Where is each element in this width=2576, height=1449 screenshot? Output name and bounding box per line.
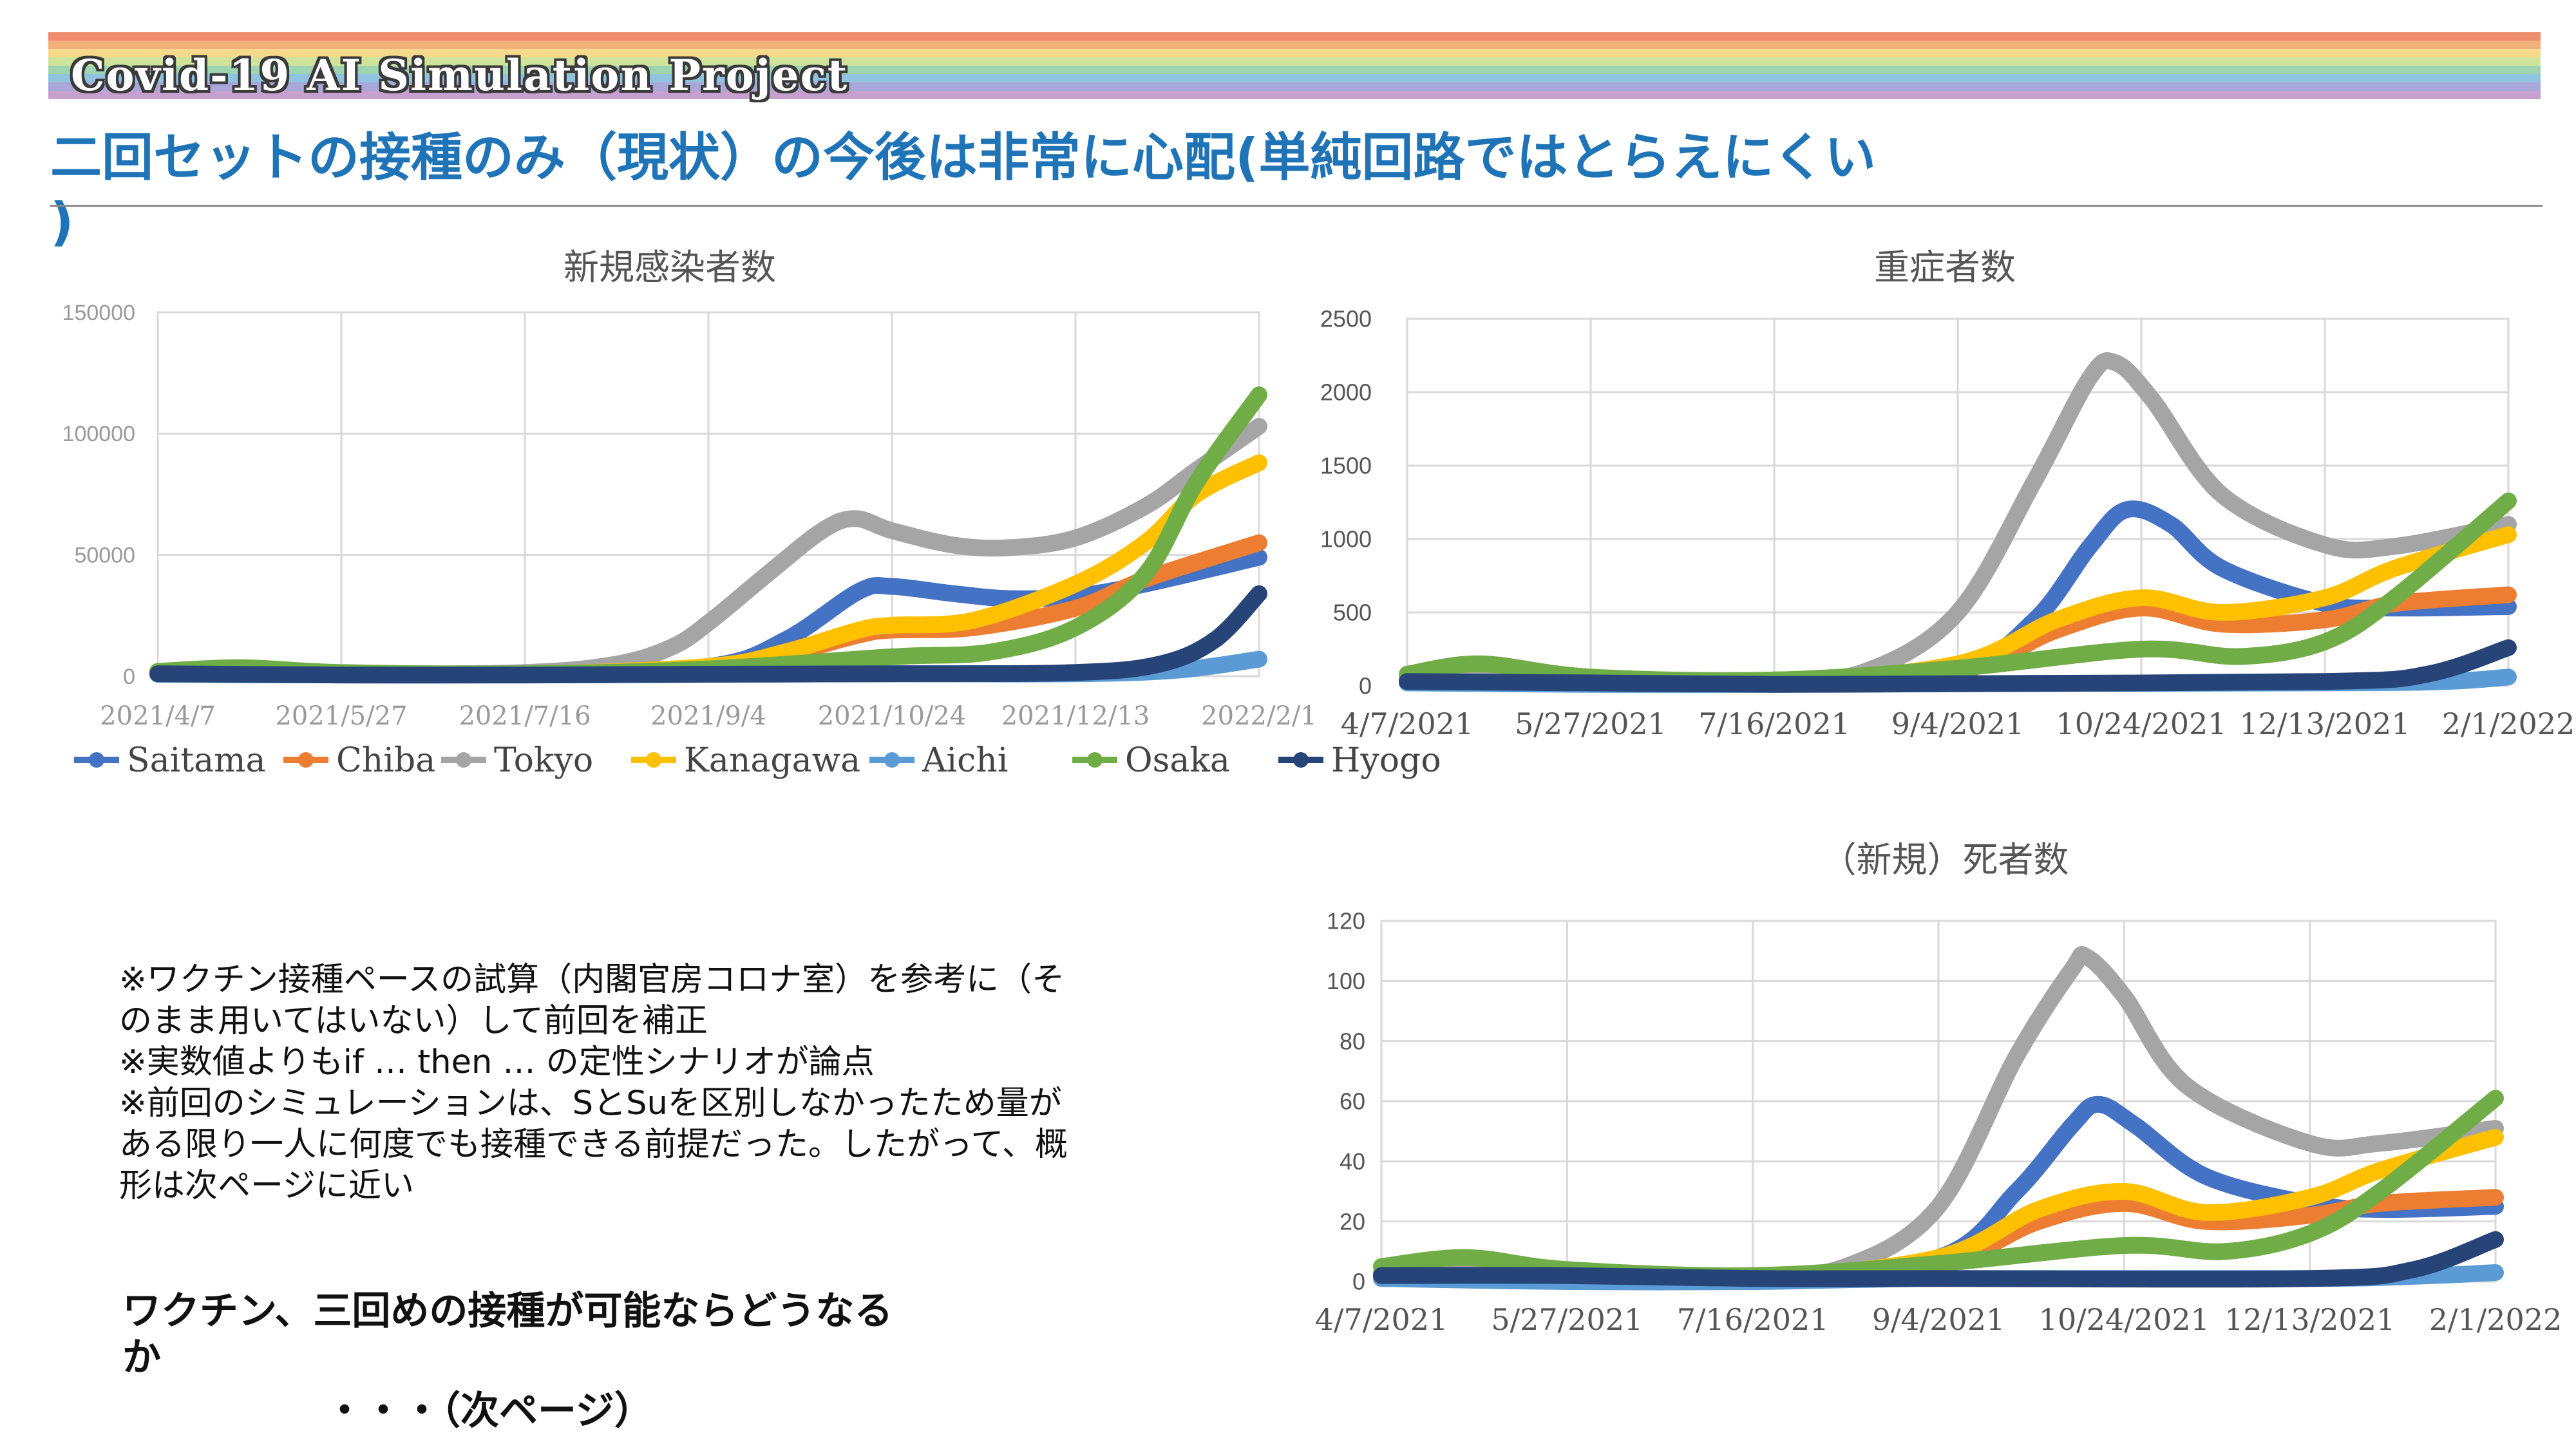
note-line-5: ある限り一人に何度でも接種できる前提だった。したがって、概 (119, 1126, 1068, 1164)
banner-stripe (48, 91, 2541, 99)
banner-stripe (48, 32, 2541, 41)
slide-headline: 二回セットの接種のみ（現状）の今後は非常に心配(単純回路ではとらえにくい ) (50, 126, 1982, 254)
rainbow-banner (48, 32, 2541, 116)
y-tick-label: 2000 (1320, 379, 1372, 406)
legend-marker-hyogo (1293, 752, 1309, 768)
x-tick-label: 9/4/2021 (1872, 1302, 2005, 1337)
y-tick-label: 500 (1333, 600, 1372, 626)
banner-stripe (48, 49, 2541, 57)
series-line-osaka (1373, 1090, 2504, 1284)
y-tick-label: 0 (123, 665, 135, 689)
note-line-6: 形は次ページに近い (119, 1167, 414, 1205)
y-tick-label: 1000 (1320, 526, 1372, 553)
x-tick-label: 2022/2/1 (1201, 701, 1317, 731)
x-tick-label: 2021/5/27 (275, 701, 407, 731)
x-tick-label: 2021/10/24 (818, 701, 967, 731)
x-tick-label: 12/13/2021 (2239, 706, 2410, 741)
banner-stripe (48, 82, 2541, 91)
question-block: ワクチン、三回めの接種が可能ならどうなる か (122, 1288, 893, 1381)
legend-marker-osaka (1087, 752, 1103, 768)
banner-stripe (48, 57, 2541, 66)
legend-marker-aichi (884, 752, 900, 768)
x-tick-label: 5/27/2021 (1491, 1302, 1643, 1337)
legend-marker-kanagawa (646, 752, 661, 768)
x-tick-label: 10/24/2021 (2039, 1302, 2210, 1337)
y-tick-label: 0 (1352, 1269, 1365, 1295)
x-tick-label: 2/1/2022 (2429, 1302, 2562, 1337)
banner-stripe (48, 66, 2541, 74)
chart-title-severe-cases: 重症者数 (1873, 247, 2016, 288)
x-tick-label: 5/27/2021 (1515, 706, 1667, 741)
next-page-note: ・・・（次ページ） (325, 1388, 653, 1434)
x-tick-label: 4/7/2021 (1341, 706, 1474, 741)
y-tick-label: 120 (1327, 908, 1365, 934)
y-tick-label: 80 (1340, 1028, 1365, 1054)
legend-label-saitama: Saitama (127, 741, 265, 780)
y-tick-label: 2500 (1320, 306, 1372, 332)
y-tick-label: 1500 (1320, 453, 1372, 479)
question-line-1: ワクチン、三回めの接種が可能ならどうなる (122, 1289, 893, 1334)
y-tick-label: 100000 (62, 422, 135, 446)
headline-divider (50, 205, 2543, 207)
x-tick-label: 2021/12/13 (1001, 701, 1150, 731)
chart-title-new-cases: 新規感染者数 (563, 247, 776, 288)
note-line-4: ※前回のシミュレーションは、SとSuを区別しなかったため量が (119, 1084, 1062, 1122)
question-line-2: か (122, 1335, 161, 1380)
banner-stripe (48, 74, 2541, 82)
legend-label-kanagawa: Kanagawa (684, 741, 860, 780)
y-tick-label: 60 (1340, 1088, 1365, 1115)
project-title: Covid-19 AI Simulation Project (71, 50, 849, 100)
series-line-hyogo (1373, 1231, 2504, 1288)
legend-marker-saitama (89, 752, 104, 768)
y-tick-label: 0 (1359, 673, 1372, 699)
y-tick-label: 40 (1340, 1148, 1365, 1175)
banner-stripe (48, 41, 2541, 49)
headline-line-1: 二回セットの接種のみ（現状）の今後は非常に心配(単純回路ではとらえにくい (50, 128, 1876, 187)
legend-label-tokyo: Tokyo (494, 741, 593, 780)
legend-label-hyogo: Hyogo (1331, 741, 1441, 780)
note-line-2: のまま用いてはいない）して前回を補正 (119, 1002, 708, 1040)
note-line-3: ※実数値よりもif … then … の定性シナリオが論点 (119, 1043, 875, 1081)
x-tick-label: 2021/4/7 (100, 701, 216, 731)
legend-label-osaka: Osaka (1125, 741, 1230, 780)
legend-label-chiba: Chiba (336, 741, 435, 780)
x-tick-label: 2021/7/16 (459, 701, 591, 731)
series-line-hyogo (1399, 639, 2517, 693)
x-tick-label: 4/7/2021 (1315, 1302, 1448, 1337)
x-tick-label: 9/4/2021 (1891, 706, 2025, 741)
headline-line-2: ) (50, 192, 74, 252)
y-tick-label: 150000 (62, 301, 135, 325)
x-tick-label: 2/1/2022 (2442, 706, 2575, 741)
x-tick-label: 10/24/2021 (2056, 706, 2226, 741)
series-line-osaka (1399, 492, 2517, 689)
legend-marker-chiba (298, 752, 314, 768)
legend-marker-tokyo (456, 752, 471, 768)
x-tick-label: 7/16/2021 (1698, 706, 1850, 741)
y-tick-label: 100 (1327, 968, 1365, 994)
x-tick-label: 7/16/2021 (1677, 1302, 1829, 1337)
y-tick-label: 20 (1340, 1208, 1365, 1235)
legend-label-aichi: Aichi (922, 741, 1008, 780)
note-block: ※ワクチン接種ペースの試算（内閣官房コロナ室）を参考に（そ のまま用いてはいない… (119, 960, 1246, 1207)
x-tick-label: 12/13/2021 (2224, 1302, 2395, 1337)
chart-title-deaths: （新規）死者数 (1821, 839, 2069, 880)
x-tick-label: 2021/9/4 (650, 701, 766, 731)
series-line-hyogo (149, 585, 1267, 684)
note-line-1: ※ワクチン接種ペースの試算（内閣官房コロナ室）を参考に（そ (119, 961, 1065, 999)
y-tick-label: 50000 (74, 544, 135, 568)
